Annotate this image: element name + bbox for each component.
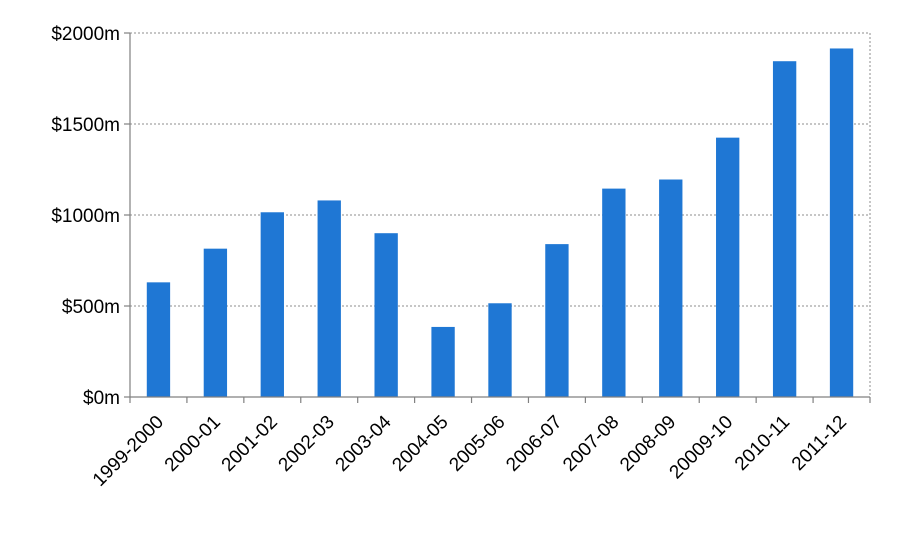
y-tick-label: $1000m: [51, 206, 120, 227]
axes: [124, 32, 871, 403]
x-tick-label: 2004-05: [388, 412, 452, 476]
x-tick-label: 2006-07: [502, 412, 566, 476]
y-tick-label: $500m: [62, 297, 120, 318]
bar: [374, 233, 398, 397]
bar: [772, 61, 797, 398]
x-tick-label: 1999-2000: [89, 412, 168, 491]
bar: [260, 212, 284, 397]
x-tick-label: 2007-08: [559, 412, 623, 476]
x-tick-label: 2005-06: [445, 412, 509, 476]
y-tick-label: $0m: [83, 388, 120, 409]
bar: [602, 188, 626, 397]
bar: [203, 248, 228, 397]
bar: [146, 282, 171, 397]
x-tick-label: 20009-10: [666, 412, 738, 484]
x-tick-label: 2010-11: [731, 412, 794, 475]
bar: [545, 244, 569, 397]
y-tick-labels: $0m $500m $1000m $1500m $2000m: [51, 24, 120, 409]
bar: [829, 48, 854, 397]
x-tick-label: 2011-12: [788, 412, 851, 475]
x-tick-label: 2003-04: [332, 411, 396, 475]
bar: [488, 303, 512, 397]
y-tick-label: $1500m: [51, 115, 120, 136]
x-tick-label: 2001-02: [218, 412, 282, 476]
bar: [659, 179, 683, 397]
bar: [716, 137, 740, 397]
x-tick-label: 2002-03: [275, 412, 339, 476]
bar: [431, 326, 455, 397]
bar: [317, 200, 341, 397]
x-tick-labels: 1999-20002000-012001-022002-032003-04200…: [89, 411, 851, 490]
bars: [146, 48, 854, 398]
y-tick-label: $2000m: [51, 24, 120, 45]
x-tick-label: 2000-01: [161, 412, 225, 476]
